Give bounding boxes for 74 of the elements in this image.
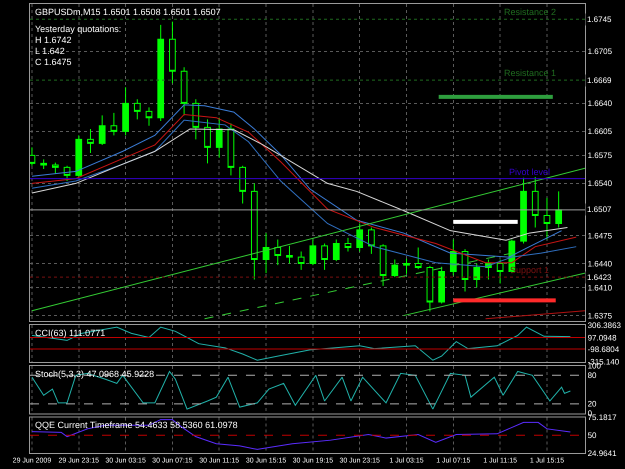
candlestick <box>344 237 352 252</box>
ref-line-label: Resistance 2 <box>504 7 556 17</box>
y-tick-label: -98.6804 <box>588 344 620 354</box>
candlestick <box>298 250 305 270</box>
candlestick <box>239 165 246 204</box>
y-tick-label: 1.6410 <box>588 283 613 292</box>
annotation: 1.6669 <box>587 76 612 85</box>
candlestick <box>157 24 164 122</box>
candlestick <box>87 128 94 154</box>
y-tick-label: 1.6475 <box>588 231 613 240</box>
line-series <box>31 370 571 410</box>
candlestick <box>146 106 152 126</box>
candlestick <box>75 134 82 178</box>
y-tick-label: 20 <box>588 400 598 409</box>
candlestick <box>391 259 398 278</box>
candlestick <box>98 114 106 146</box>
y-tick-label: 306.3863 <box>588 320 622 330</box>
y-tick-label: 1.6705 <box>588 47 613 56</box>
y-tick-label: 80 <box>588 371 598 380</box>
candlestick <box>310 238 316 266</box>
y-tick-label: 1.6540 <box>588 179 613 188</box>
candlestick <box>473 263 480 288</box>
candlestick <box>332 238 340 262</box>
candlestick <box>462 248 468 292</box>
candlestick <box>122 86 129 136</box>
chart-title: GBPUSDm,M15 1.6501 1.6508 1.6501 1.6507 <box>35 7 221 17</box>
candlestick <box>30 146 36 166</box>
candlestick <box>403 258 410 274</box>
candlestick <box>204 118 211 164</box>
candlestick <box>414 246 422 270</box>
y-tick-label: 1.6640 <box>588 99 613 108</box>
y-tick-label: 1.6575 <box>588 151 613 160</box>
line-series <box>31 419 571 450</box>
candlestick <box>250 182 258 280</box>
y-tick-label: 24.9641 <box>588 448 618 458</box>
y-tick-label: 1.6440 <box>588 259 613 268</box>
candlestick <box>532 176 539 228</box>
candlestick <box>134 98 141 120</box>
candlestick <box>64 165 70 182</box>
candlestick <box>321 242 328 270</box>
candlestick <box>110 112 118 136</box>
candlestick <box>180 66 188 116</box>
candlestick <box>286 245 293 264</box>
candlestick <box>262 232 270 274</box>
candlestick <box>228 122 234 176</box>
candlestick <box>496 259 504 284</box>
candlestick <box>426 265 434 312</box>
line-series <box>31 128 568 241</box>
candlestick <box>216 117 223 158</box>
y-tick-label: 1.6375 <box>588 311 613 320</box>
line-series <box>31 326 571 361</box>
annotation: 1.6423 <box>587 273 612 282</box>
candlestick <box>380 244 386 286</box>
candlestick <box>555 190 562 228</box>
candlestick <box>40 158 48 170</box>
candlestick <box>544 197 550 240</box>
candlestick <box>52 162 59 174</box>
ref-line-label: Pivot level <box>509 167 550 177</box>
annotation: 1.6745 <box>587 15 612 24</box>
annotation: Yesterday quotations: <box>35 24 122 34</box>
annotation: 1.6507 <box>587 205 612 214</box>
annotation: H 1.6742 <box>35 35 72 45</box>
candlestick <box>356 222 364 252</box>
ref-line-label: Resistance 1 <box>504 68 556 78</box>
y-tick-label: 1.6605 <box>588 127 613 136</box>
candlestick <box>438 266 445 304</box>
candlestick <box>169 21 176 84</box>
candlestick <box>368 226 375 254</box>
annotation: L 1.642 <box>35 46 65 56</box>
candlestick <box>274 238 282 266</box>
y-tick-label: 50 <box>588 431 598 440</box>
candlestick <box>520 177 527 244</box>
y-tick-label: 97.0948 <box>588 333 618 342</box>
annotation: C 1.6475 <box>35 57 72 67</box>
